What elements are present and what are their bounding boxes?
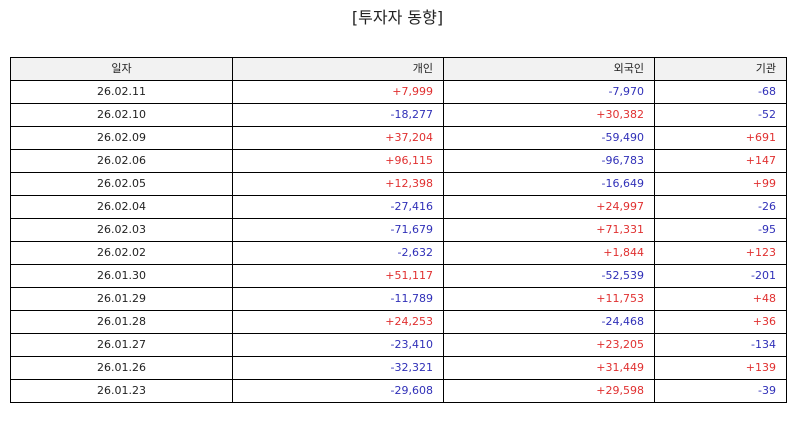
cell-foreign: +29,598 [443,379,655,403]
cell-institution: +123 [654,241,787,265]
cell-institution: -52 [654,103,787,127]
cell-date: 26.02.11 [10,80,233,104]
table-row: 26.02.10 -18,277 +30,382 -52 [10,103,787,127]
cell-institution: +139 [654,356,787,380]
table-header-row: 일자 개인 외국인 기관 [10,57,787,81]
table-row: 26.02.06 +96,115 -96,783 +147 [10,149,787,173]
table-row: 26.02.03 -71,679 +71,331 -95 [10,218,787,242]
cell-date: 26.02.02 [10,241,233,265]
table-row: 26.01.27 -23,410 +23,205 -134 [10,333,787,357]
cell-individual: +24,253 [232,310,444,334]
cell-institution: +48 [654,287,787,311]
cell-foreign: -52,539 [443,264,655,288]
cell-date: 26.01.29 [10,287,233,311]
cell-date: 26.02.04 [10,195,233,219]
cell-foreign: +1,844 [443,241,655,265]
table-row: 26.01.28 +24,253 -24,468 +36 [10,310,787,334]
cell-individual: +51,117 [232,264,444,288]
cell-date: 26.01.27 [10,333,233,357]
cell-date: 26.01.28 [10,310,233,334]
cell-institution: -134 [654,333,787,357]
cell-foreign: -24,468 [443,310,655,334]
cell-individual: -23,410 [232,333,444,357]
table-row: 26.01.23 -29,608 +29,598 -39 [10,379,787,403]
cell-date: 26.02.09 [10,126,233,150]
cell-individual: -27,416 [232,195,444,219]
table-row: 26.01.26 -32,321 +31,449 +139 [10,356,787,380]
table-row: 26.02.09 +37,204 -59,490 +691 [10,126,787,150]
cell-individual: +7,999 [232,80,444,104]
cell-date: 26.02.06 [10,149,233,173]
cell-date: 26.02.03 [10,218,233,242]
table-row: 26.01.29 -11,789 +11,753 +48 [10,287,787,311]
cell-date: 26.02.10 [10,103,233,127]
table-row: 26.02.11 +7,999 -7,970 -68 [10,80,787,104]
cell-foreign: +23,205 [443,333,655,357]
investor-trend-table: 일자 개인 외국인 기관 26.02.11 +7,999 -7,970 -68 26.0… [10,57,787,403]
cell-date: 26.02.05 [10,172,233,196]
column-header-individual: 개인 [232,57,444,81]
cell-foreign: +24,997 [443,195,655,219]
cell-institution: -26 [654,195,787,219]
cell-foreign: +31,449 [443,356,655,380]
page-title: [투자자 동향] [351,8,444,27]
cell-individual: +12,398 [232,172,444,196]
cell-individual: -71,679 [232,218,444,242]
column-header-foreign: 외국인 [443,57,655,81]
cell-individual: -11,789 [232,287,444,311]
column-header-date: 일자 [10,57,233,81]
cell-date: 26.01.23 [10,379,233,403]
cell-institution: +36 [654,310,787,334]
cell-foreign: -16,649 [443,172,655,196]
table-row: 26.02.04 -27,416 +24,997 -26 [10,195,787,219]
cell-foreign: +30,382 [443,103,655,127]
cell-foreign: -96,783 [443,149,655,173]
cell-date: 26.01.26 [10,356,233,380]
cell-institution: -201 [654,264,787,288]
cell-individual: -29,608 [232,379,444,403]
cell-foreign: +11,753 [443,287,655,311]
cell-individual: -18,277 [232,103,444,127]
cell-foreign: -59,490 [443,126,655,150]
column-header-institution: 기관 [654,57,787,81]
cell-institution: -95 [654,218,787,242]
cell-individual: -2,632 [232,241,444,265]
cell-institution: +99 [654,172,787,196]
cell-individual: -32,321 [232,356,444,380]
cell-date: 26.01.30 [10,264,233,288]
table-row: 26.02.02 -2,632 +1,844 +123 [10,241,787,265]
table-row: 26.02.05 +12,398 -16,649 +99 [10,172,787,196]
cell-foreign: +71,331 [443,218,655,242]
cell-institution: -68 [654,80,787,104]
cell-individual: +96,115 [232,149,444,173]
table-row: 26.01.30 +51,117 -52,539 -201 [10,264,787,288]
cell-institution: +147 [654,149,787,173]
cell-individual: +37,204 [232,126,444,150]
cell-institution: -39 [654,379,787,403]
cell-institution: +691 [654,126,787,150]
cell-foreign: -7,970 [443,80,655,104]
